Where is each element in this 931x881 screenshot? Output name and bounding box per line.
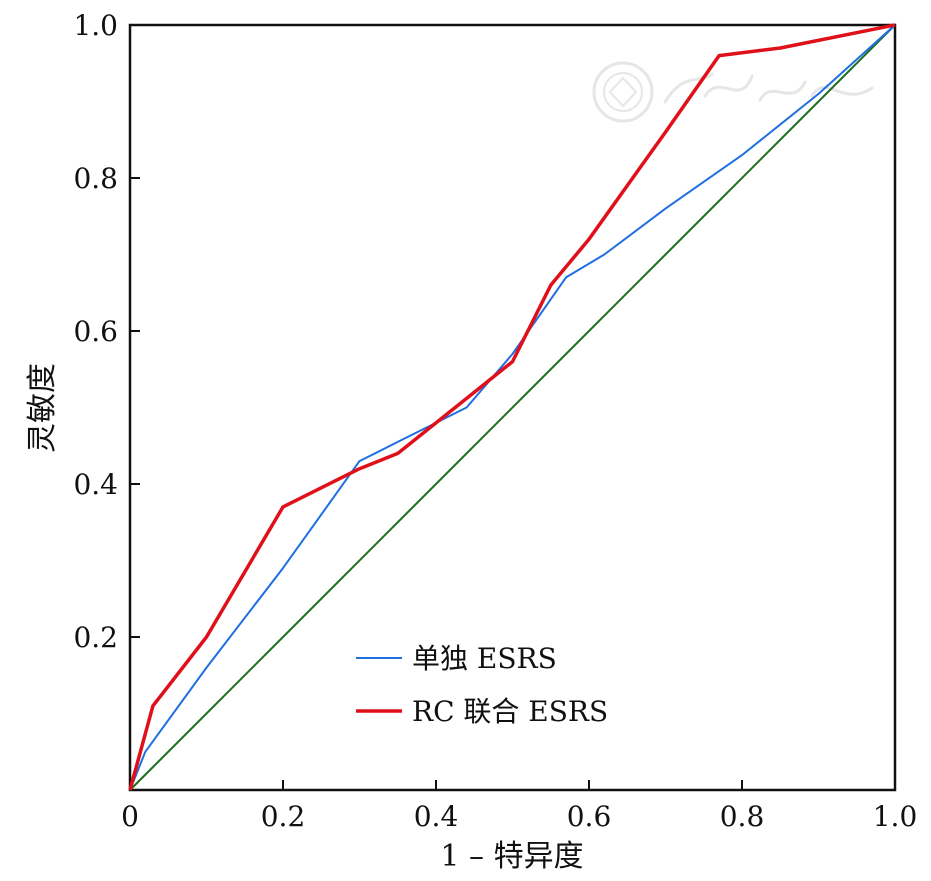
- y-tick-label: 0.4: [73, 468, 118, 501]
- reference-diagonal-line: [129, 24, 896, 791]
- legend: 单独 ESRS RC 联合 ESRS: [356, 642, 608, 728]
- y-axis-ticks: 0.2 0.4 0.6 0.8 1.0: [73, 9, 140, 654]
- legend-label-rc-esrs: RC 联合 ESRS: [412, 695, 608, 728]
- x-axis-ticks: 0 0.2 0.4 0.6 0.8 1.0: [121, 780, 917, 833]
- x-tick-label: 0.8: [720, 800, 765, 833]
- series-line-rc-esrs: [128, 23, 896, 791]
- x-tick-label: 0: [121, 800, 139, 833]
- y-tick-label: 0.6: [73, 315, 118, 348]
- x-tick-label: 0.6: [567, 800, 612, 833]
- y-axis-title: 灵敏度: [25, 363, 60, 453]
- y-tick-label: 1.0: [73, 9, 118, 42]
- x-tick-label: 0.2: [261, 800, 306, 833]
- legend-label-single-esrs: 单独 ESRS: [412, 642, 557, 675]
- plot-frame: [128, 23, 897, 792]
- series-layer: [128, 23, 896, 791]
- watermark-seal: [592, 61, 654, 123]
- x-tick-label: 1.0: [873, 800, 918, 833]
- y-tick-label: 0.8: [73, 162, 118, 195]
- x-tick-label: 0.4: [414, 800, 459, 833]
- y-tick-label: 0.2: [73, 621, 118, 654]
- watermark-script: [663, 72, 874, 104]
- x-axis-title: 1 – 特异度: [440, 839, 583, 874]
